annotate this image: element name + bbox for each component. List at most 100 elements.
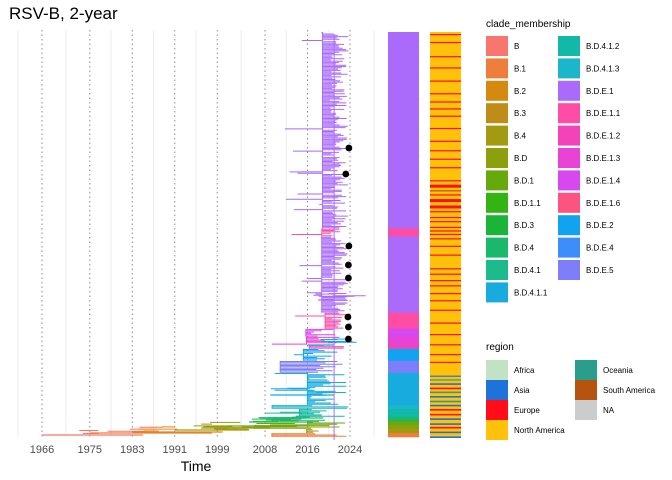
region-legend-swatch	[575, 400, 597, 420]
tip-marker-point	[345, 261, 352, 269]
region-legend-swatch	[575, 380, 597, 400]
clade-legend-label: B.D.E.1.3	[586, 154, 621, 163]
tip-marker-point	[342, 170, 350, 178]
clade-strip-band	[388, 408, 419, 418]
clade-strip-band	[388, 416, 419, 422]
region-strip-band	[430, 101, 461, 103]
region-strip-band	[430, 436, 461, 439]
region-strip-band	[430, 280, 461, 282]
clade-legend-label: B.D.1	[514, 176, 535, 185]
region-strip-band	[430, 400, 461, 403]
clade-legend-label: B.3	[514, 109, 527, 118]
region-strip-band	[430, 379, 461, 381]
clade-legend-swatch	[486, 192, 508, 213]
x-tick-label: 1991	[163, 444, 187, 456]
clade-strip-band	[388, 420, 419, 426]
clade-legend-swatch	[558, 148, 580, 168]
x-tick-label: 2016	[295, 444, 319, 456]
region-strip-band	[430, 216, 461, 219]
region-strip-band	[430, 418, 461, 420]
region-strip-band	[430, 205, 461, 209]
x-axis-ticks: 1966 1975 1983 1991 1999 2008 2016 2024	[30, 444, 362, 456]
clade-legend-label: B	[514, 42, 519, 51]
region-strip-band	[430, 293, 461, 295]
region-strip-band	[430, 423, 461, 425]
region-legend-label: Europe	[514, 406, 540, 415]
region-strip-band	[430, 361, 461, 364]
tip-marker-point	[345, 323, 352, 331]
tree-clade-branches	[271, 433, 347, 437]
clade-legend-label: B.D.4.1	[514, 266, 541, 275]
region-strip-band	[430, 150, 461, 152]
clade-strip-band	[388, 236, 419, 313]
clade-legend-swatch	[486, 125, 508, 146]
clade-legend-swatch	[486, 80, 508, 101]
clade-legend-label: B.D.4.1.1	[514, 288, 548, 297]
clade-legend-label: B.D.E.4	[586, 244, 614, 253]
region-strip-band	[430, 387, 461, 390]
region-legend-title: region	[486, 342, 514, 353]
clade-strip-band	[388, 32, 419, 229]
tip-marker-point	[344, 313, 352, 321]
region-strip-band	[430, 184, 461, 188]
clade-legend-swatch	[486, 58, 508, 79]
clade-legend-swatch	[558, 58, 580, 79]
clade-strip-band	[388, 328, 419, 338]
region-strip-band	[430, 56, 461, 58]
clade-legend-swatch	[486, 170, 508, 191]
region-strip-band	[430, 34, 461, 36]
region-strip-band	[430, 41, 461, 44]
region-strip-band	[430, 226, 461, 229]
region-strip-band	[430, 254, 461, 256]
x-axis-label: Time	[181, 458, 212, 474]
clade-strip-band	[388, 432, 419, 438]
region-strip-band	[430, 300, 461, 302]
tip-marker-point	[345, 274, 352, 282]
clade-legend-swatch	[486, 103, 508, 124]
region-strip-band	[430, 233, 461, 236]
tree-clade-branches	[271, 404, 349, 409]
tree-clade-branches	[305, 328, 336, 337]
clade-legend-swatch	[558, 36, 580, 56]
clade-strip-band	[388, 312, 419, 330]
clade-strip-band	[388, 428, 419, 434]
region-strip-band	[430, 285, 461, 287]
region-strip-band	[430, 353, 461, 356]
tip-marker-point	[345, 242, 353, 250]
region-strip-band	[430, 190, 461, 192]
region-strip-band	[430, 221, 461, 223]
clade-legend-swatch	[486, 148, 508, 168]
clade-legend: B B.1 B.2 B.3 B.4 B.D B.D.1 B.D.1.1 B.D.3 B.D.4 B.…	[486, 36, 621, 303]
region-strip	[430, 32, 461, 439]
clade-legend-swatch	[558, 103, 580, 124]
clade-legend-label: B.D.3	[514, 221, 535, 230]
clade-legend-label: B.2	[514, 87, 527, 96]
region-strip-band	[430, 431, 461, 434]
region-strip-band	[430, 426, 461, 429]
x-tick-label: 2024	[338, 444, 362, 456]
x-tick-label: 1975	[78, 444, 102, 456]
region-strip-band	[430, 322, 461, 324]
clade-legend-label: B.D.E.5	[586, 266, 614, 275]
region-strip-band	[430, 245, 461, 247]
clade-legend-swatch	[486, 36, 508, 56]
clade-legend-label: B.D.E.2	[586, 221, 614, 230]
tree-clade-branches	[299, 236, 348, 313]
region-strip-band	[430, 230, 461, 232]
region-legend-label: Asia	[514, 386, 530, 395]
region-strip-band	[430, 375, 461, 377]
tree-clade-branches	[306, 429, 319, 433]
region-strip-band	[430, 180, 461, 182]
region-legend-swatch	[486, 380, 508, 400]
phylogenetic-tree	[42, 32, 366, 440]
clade-legend-swatch	[558, 80, 580, 101]
region-strip-band	[430, 115, 461, 117]
x-tick-label: 1999	[205, 444, 229, 456]
region-strip-band	[430, 167, 461, 169]
region-legend-swatch	[486, 400, 508, 420]
region-legend-label: South America	[603, 386, 656, 395]
clade-legend-swatch	[486, 215, 508, 236]
region-legend-swatch	[486, 360, 508, 380]
clade-legend-label: B.D.E.1.4	[586, 176, 621, 185]
clade-legend-label: B.D.4.1.3	[586, 64, 620, 73]
